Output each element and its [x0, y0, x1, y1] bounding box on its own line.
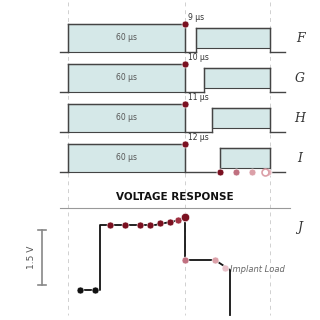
Text: 9 μs: 9 μs — [188, 13, 204, 22]
Text: 11 μs: 11 μs — [188, 93, 209, 102]
Text: 60 μs: 60 μs — [116, 34, 137, 43]
Text: 60 μs: 60 μs — [116, 74, 137, 83]
Text: G: G — [295, 71, 305, 84]
Bar — [220, 148, 270, 168]
Text: 60 μs: 60 μs — [116, 154, 137, 163]
Text: 10 μs: 10 μs — [188, 53, 209, 62]
Bar — [204, 68, 270, 88]
Text: I: I — [298, 151, 302, 164]
Text: 60 μs: 60 μs — [116, 114, 137, 123]
Bar — [68, 104, 185, 132]
Text: H: H — [295, 111, 305, 124]
Bar — [68, 24, 185, 52]
Text: F: F — [296, 31, 304, 44]
Text: VOLTAGE RESPONSE: VOLTAGE RESPONSE — [116, 192, 234, 202]
Text: 1.5 V: 1.5 V — [28, 246, 36, 269]
Bar — [68, 64, 185, 92]
Bar — [196, 28, 270, 48]
Bar — [212, 108, 270, 128]
Text: 12 μs: 12 μs — [188, 133, 209, 142]
Text: Implant Load: Implant Load — [230, 266, 285, 275]
Text: J: J — [298, 221, 302, 235]
Bar — [68, 144, 185, 172]
